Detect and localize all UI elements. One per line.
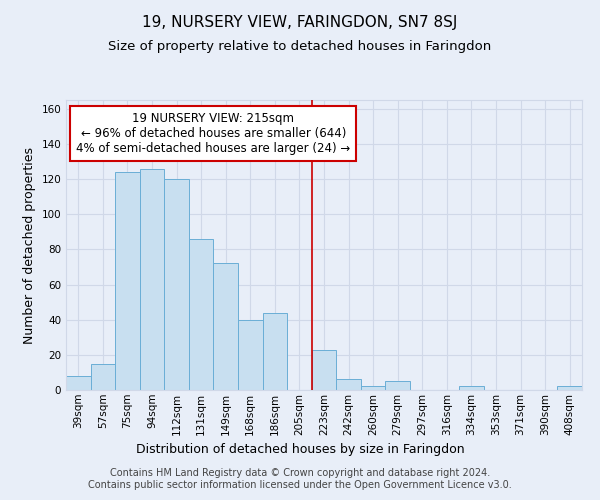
Bar <box>557 386 582 390</box>
Text: Size of property relative to detached houses in Faringdon: Size of property relative to detached ho… <box>109 40 491 53</box>
Bar <box>238 320 263 390</box>
Bar <box>214 264 238 390</box>
Bar <box>189 239 214 390</box>
Bar <box>459 386 484 390</box>
Bar <box>385 381 410 390</box>
Bar <box>312 350 336 390</box>
Text: 19, NURSERY VIEW, FARINGDON, SN7 8SJ: 19, NURSERY VIEW, FARINGDON, SN7 8SJ <box>142 15 458 30</box>
Bar <box>263 312 287 390</box>
Y-axis label: Number of detached properties: Number of detached properties <box>23 146 36 344</box>
Bar <box>336 380 361 390</box>
Bar <box>91 364 115 390</box>
Text: Contains HM Land Registry data © Crown copyright and database right 2024.
Contai: Contains HM Land Registry data © Crown c… <box>88 468 512 490</box>
Bar <box>115 172 140 390</box>
Text: 19 NURSERY VIEW: 215sqm
← 96% of detached houses are smaller (644)
4% of semi-de: 19 NURSERY VIEW: 215sqm ← 96% of detache… <box>76 112 350 156</box>
Bar <box>140 168 164 390</box>
Bar <box>361 386 385 390</box>
Text: Distribution of detached houses by size in Faringdon: Distribution of detached houses by size … <box>136 442 464 456</box>
Bar <box>164 179 189 390</box>
Bar <box>66 376 91 390</box>
